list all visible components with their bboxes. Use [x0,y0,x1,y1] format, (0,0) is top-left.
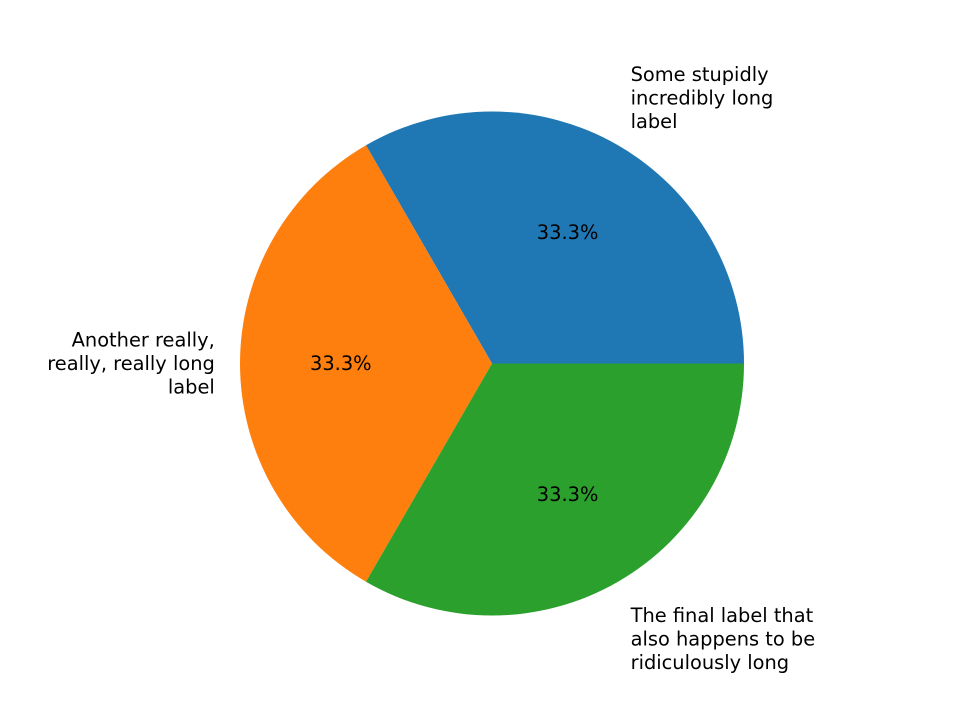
pie-slices [240,111,744,616]
slice-label-1: Some stupidly incredibly long label [631,63,774,133]
slice-label-line: really, really long [47,352,215,375]
slice-label-2: Another really, really, really long label [47,329,215,399]
slice-label-line: also happens to be [631,627,816,650]
slice-label-line: incredibly long [631,87,774,110]
percent-label-3: 33.3% [537,483,599,506]
percent-labels: 33.3% 33.3% 33.3% [310,221,598,506]
slice-label-line: Some stupidly [631,63,769,86]
pie-slice-1 [366,111,744,364]
pie-slice-3 [366,363,744,616]
slice-label-line: Another really, [72,329,215,352]
slice-label-line: The final label that [630,604,814,627]
category-labels: Some stupidly incredibly long labelAnother… [47,63,815,674]
slice-label-line: label [631,110,678,133]
slice-label-line: label [168,376,215,399]
percent-label-2: 33.3% [310,352,372,375]
slice-label-line: ridiculously long [631,651,790,674]
percent-label-1: 33.3% [537,221,599,244]
slice-label-3: The final label that also happens to be ri… [630,604,816,674]
